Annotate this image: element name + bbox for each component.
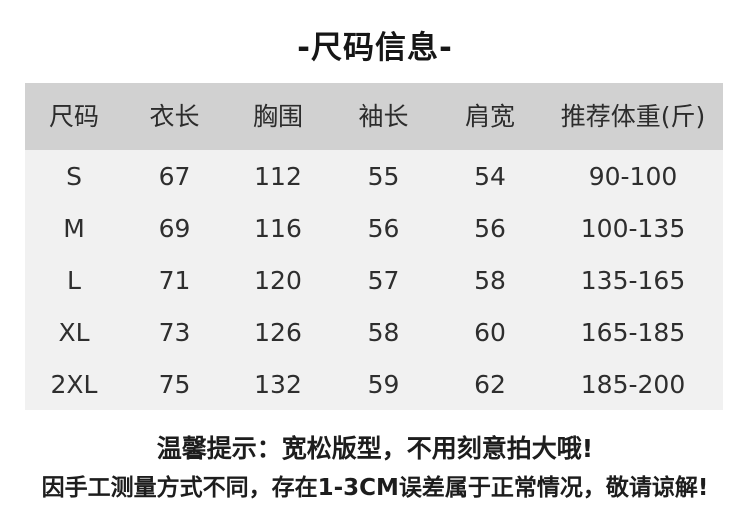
cell-length: 73 — [158, 317, 191, 347]
cell-sleeve: 57 — [367, 265, 400, 295]
cell-size: M — [63, 213, 85, 243]
size-table: 尺码 衣长 胸围 袖长 肩宽 推荐体重(斤) S 67 112 55 54 90… — [25, 83, 723, 410]
header-length: 衣长 — [149, 102, 200, 131]
cell-length: 75 — [158, 369, 191, 399]
disclaimer-note: 因手工测量方式不同，存在1-3CM误差属于正常情况，敬请谅解! — [41, 475, 709, 501]
cell-bust: 116 — [254, 213, 302, 243]
cell-bust: 132 — [254, 369, 302, 399]
cell-weight: 185-200 — [580, 369, 686, 399]
table-row-s: S 67 112 55 54 90-100 — [25, 150, 723, 202]
cell-shoulder: 60 — [474, 317, 506, 347]
cell-sleeve: 59 — [367, 369, 400, 399]
cell-sleeve: 56 — [367, 213, 400, 243]
cell-weight: 165-185 — [580, 317, 686, 347]
header-sleeve: 袖长 — [358, 102, 409, 131]
cell-weight: 135-165 — [580, 265, 686, 295]
cell-bust: 120 — [254, 265, 302, 295]
cell-size: S — [66, 161, 82, 191]
cell-size: 2XL — [50, 369, 98, 399]
cell-shoulder: 62 — [474, 369, 506, 399]
size-table-header-row: 尺码 衣长 胸围 袖长 肩宽 推荐体重(斤) — [25, 83, 723, 150]
cell-size: XL — [58, 317, 90, 347]
header-size: 尺码 — [48, 102, 99, 131]
header-shoulder: 肩宽 — [464, 102, 515, 131]
cell-weight: 90-100 — [588, 161, 678, 191]
cell-sleeve: 55 — [367, 161, 400, 191]
cell-bust: 126 — [254, 317, 302, 347]
cell-shoulder: 58 — [474, 265, 506, 295]
cell-shoulder: 56 — [474, 213, 506, 243]
cell-length: 71 — [158, 265, 191, 295]
cell-length: 69 — [158, 213, 191, 243]
table-row-2xl: 2XL 75 132 59 62 185-200 — [25, 358, 723, 410]
cell-shoulder: 54 — [474, 161, 506, 191]
cell-bust: 112 — [254, 161, 302, 191]
cell-weight: 100-135 — [580, 213, 686, 243]
cell-sleeve: 58 — [367, 317, 400, 347]
tip-note: 温馨提示：宽松版型，不用刻意拍大哦! — [156, 434, 594, 463]
table-row-l: L 71 120 57 58 135-165 — [25, 254, 723, 306]
cell-length: 67 — [158, 161, 191, 191]
page-title: -尺码信息- — [297, 30, 453, 66]
header-bust: 胸围 — [252, 102, 303, 131]
header-weight: 推荐体重(斤) — [560, 102, 706, 131]
table-row-m: M 69 116 56 56 100-135 — [25, 202, 723, 254]
cell-size: L — [67, 265, 81, 295]
table-row-xl: XL 73 126 58 60 165-185 — [25, 306, 723, 358]
